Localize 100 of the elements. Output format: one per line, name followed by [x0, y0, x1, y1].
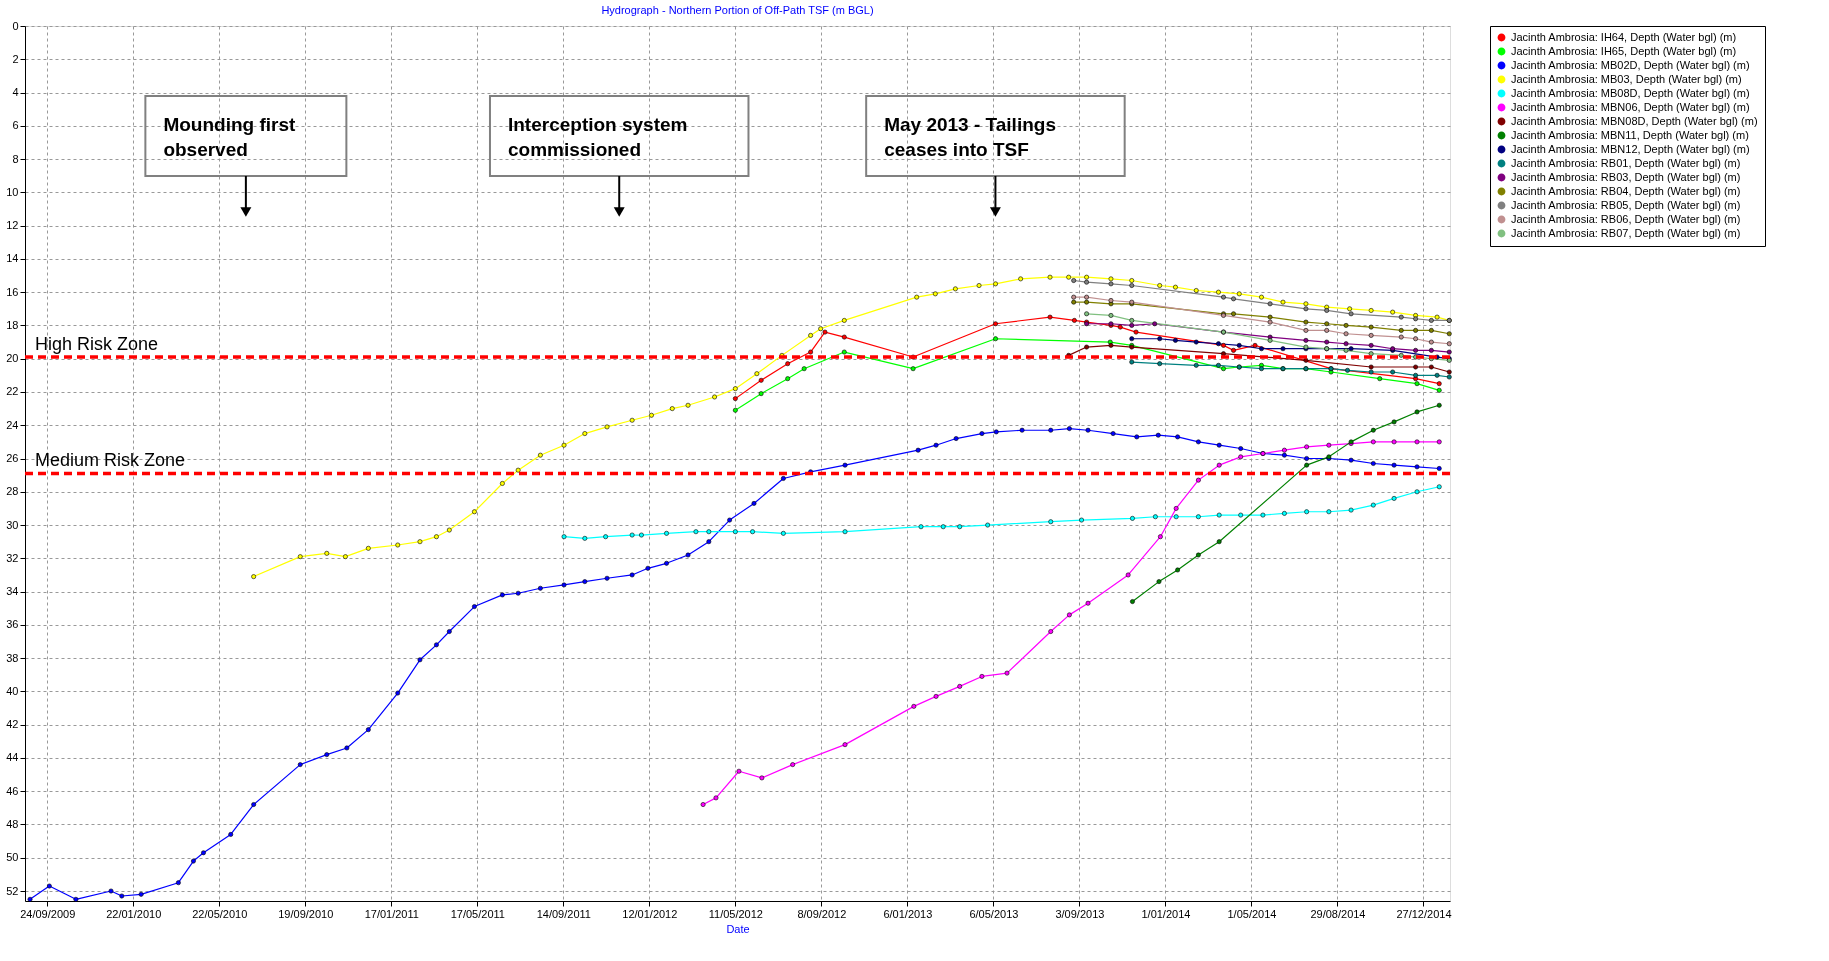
point [1066, 612, 1072, 618]
point [758, 391, 764, 397]
point [1434, 314, 1440, 320]
point [1368, 351, 1374, 357]
point [434, 534, 439, 540]
x-tick-label: 24/09/2009 [20, 907, 76, 920]
point [1343, 323, 1349, 328]
point [1157, 361, 1163, 367]
point [1259, 294, 1264, 300]
point [1084, 279, 1089, 285]
point [732, 529, 738, 535]
point [700, 802, 706, 807]
point [1047, 274, 1053, 280]
point [1173, 514, 1179, 520]
point [1446, 374, 1452, 380]
x-tick-label: 1/05/2014 [1227, 907, 1277, 920]
point [1048, 629, 1054, 634]
legend-label: Jacinth Ambrosia: MB03, Depth (Water bgl) (m) [1511, 72, 1742, 85]
point [914, 294, 920, 300]
point [1152, 321, 1158, 327]
point [842, 529, 848, 535]
point [1108, 298, 1114, 303]
x-tick-label: 3/09/2013 [1055, 907, 1105, 920]
y-tick-label: 48 [6, 817, 19, 830]
point [1193, 362, 1199, 368]
point [754, 371, 760, 377]
point [993, 281, 998, 287]
x-tick-label: 12/01/2012 [622, 907, 678, 920]
point [582, 535, 588, 541]
point [957, 524, 963, 530]
point [732, 407, 738, 413]
x-tick-label: 27/12/2014 [1396, 907, 1452, 920]
annotation: May 2013 - Tailings ceases into TSF [884, 114, 1056, 160]
point [1004, 670, 1010, 676]
point [1413, 328, 1419, 333]
point [1370, 427, 1376, 433]
y-tick-label: 40 [6, 684, 19, 697]
point [1130, 599, 1135, 604]
point [1018, 276, 1024, 282]
point [417, 539, 423, 545]
ref-line-label: High Risk Zone [35, 334, 159, 355]
point [1108, 313, 1114, 318]
point [808, 332, 814, 338]
point [1303, 301, 1309, 307]
x-tick-label: 14/09/2011 [536, 907, 591, 920]
legend-label: Jacinth Ambrosia: RB01, Depth (Water bgl) (m) [1511, 156, 1741, 169]
point [1195, 477, 1201, 483]
point [1133, 329, 1139, 335]
point [1280, 299, 1286, 305]
point [1079, 517, 1084, 523]
point [1193, 288, 1199, 293]
point [395, 542, 401, 548]
point [993, 321, 998, 327]
point [1324, 328, 1330, 333]
point [251, 574, 257, 580]
point [1413, 364, 1419, 370]
point [603, 534, 609, 540]
y-tick-label: 38 [6, 651, 19, 664]
point [1303, 337, 1309, 343]
point [1348, 507, 1354, 513]
point [1324, 308, 1330, 313]
point [1304, 509, 1310, 515]
point [1428, 347, 1434, 353]
point [1436, 387, 1442, 393]
point [1370, 439, 1376, 445]
point [1267, 301, 1273, 307]
point [1084, 344, 1089, 350]
point [1216, 362, 1221, 368]
point [1368, 308, 1374, 313]
point [1391, 496, 1397, 501]
x-tick-label: 6/05/2013 [969, 907, 1019, 920]
point [759, 775, 765, 781]
x-tick-label: 1/01/2014 [1141, 907, 1191, 920]
point [649, 412, 654, 418]
y-tick-label: 44 [6, 751, 19, 764]
y-tick-label: 20 [6, 352, 19, 365]
annotation: Mounding first observed [163, 114, 296, 160]
point [1173, 337, 1178, 343]
point [1259, 362, 1264, 368]
point [1446, 341, 1452, 347]
point [1152, 514, 1158, 520]
x-tick-label: 6/01/2013 [883, 907, 933, 920]
point [342, 554, 348, 560]
point [1391, 419, 1397, 425]
point [1303, 328, 1309, 333]
y-tick-label: 14 [6, 252, 19, 265]
legend-label: Jacinth Ambrosia: MBN06, Depth (Water bgl) (m) [1511, 100, 1750, 113]
point [1236, 342, 1242, 348]
point [841, 349, 847, 355]
point [1238, 512, 1244, 518]
point [1343, 347, 1349, 353]
point [1282, 447, 1287, 453]
y-tick-label: 10 [6, 185, 19, 198]
point [1303, 319, 1309, 325]
point [1390, 369, 1396, 375]
legend-label: Jacinth Ambrosia: MB02D, Depth (Water bgl) (m) [1511, 58, 1750, 71]
point [629, 532, 635, 538]
point [790, 762, 796, 768]
point [1236, 291, 1242, 297]
point [1129, 283, 1135, 288]
